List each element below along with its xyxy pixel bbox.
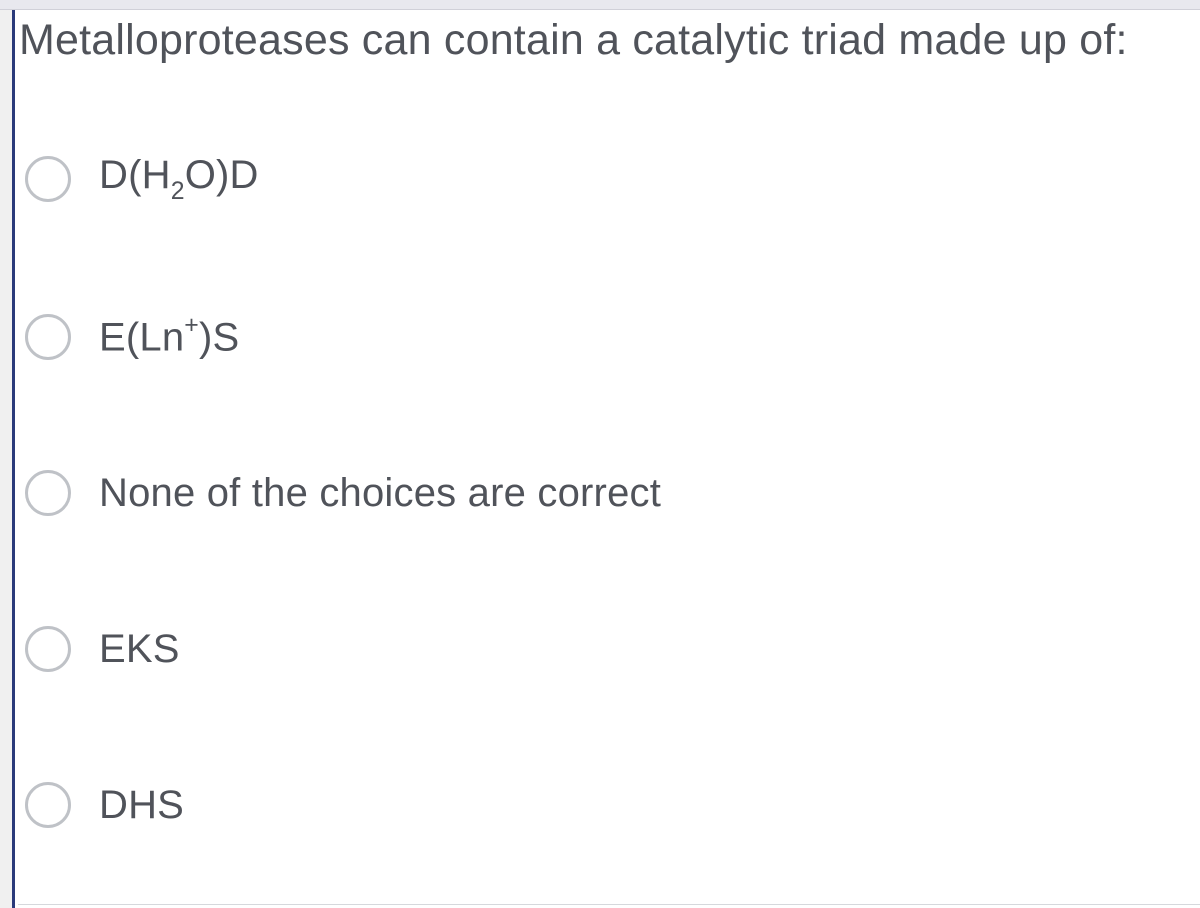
- radio-option-3[interactable]: [25, 470, 71, 516]
- option-row-4[interactable]: EKS: [25, 626, 1200, 672]
- option-row-1[interactable]: D(H2O)D: [25, 153, 1200, 204]
- question-text: Metalloproteases can contain a catalytic…: [15, 10, 1200, 65]
- option-label-2: E(Ln+)S: [99, 315, 239, 360]
- radio-option-1[interactable]: [25, 156, 71, 202]
- option-label-4: EKS: [99, 627, 180, 672]
- radio-option-5[interactable]: [25, 782, 71, 828]
- option-row-2[interactable]: E(Ln+)S: [25, 314, 1200, 360]
- window-topbar-sliver: [0, 0, 1200, 10]
- option-row-3[interactable]: None of the choices are correct: [25, 470, 1200, 516]
- radio-option-4[interactable]: [25, 626, 71, 672]
- card-divider: [18, 904, 1200, 905]
- option-label-1: D(H2O)D: [99, 153, 259, 204]
- options-group: D(H2O)D E(Ln+)S None of the choices are …: [15, 153, 1200, 828]
- option-label-5: DHS: [99, 783, 184, 828]
- radio-option-2[interactable]: [25, 314, 71, 360]
- option-label-3: None of the choices are correct: [99, 471, 661, 516]
- option-row-5[interactable]: DHS: [25, 782, 1200, 828]
- question-card: Metalloproteases can contain a catalytic…: [12, 10, 1200, 908]
